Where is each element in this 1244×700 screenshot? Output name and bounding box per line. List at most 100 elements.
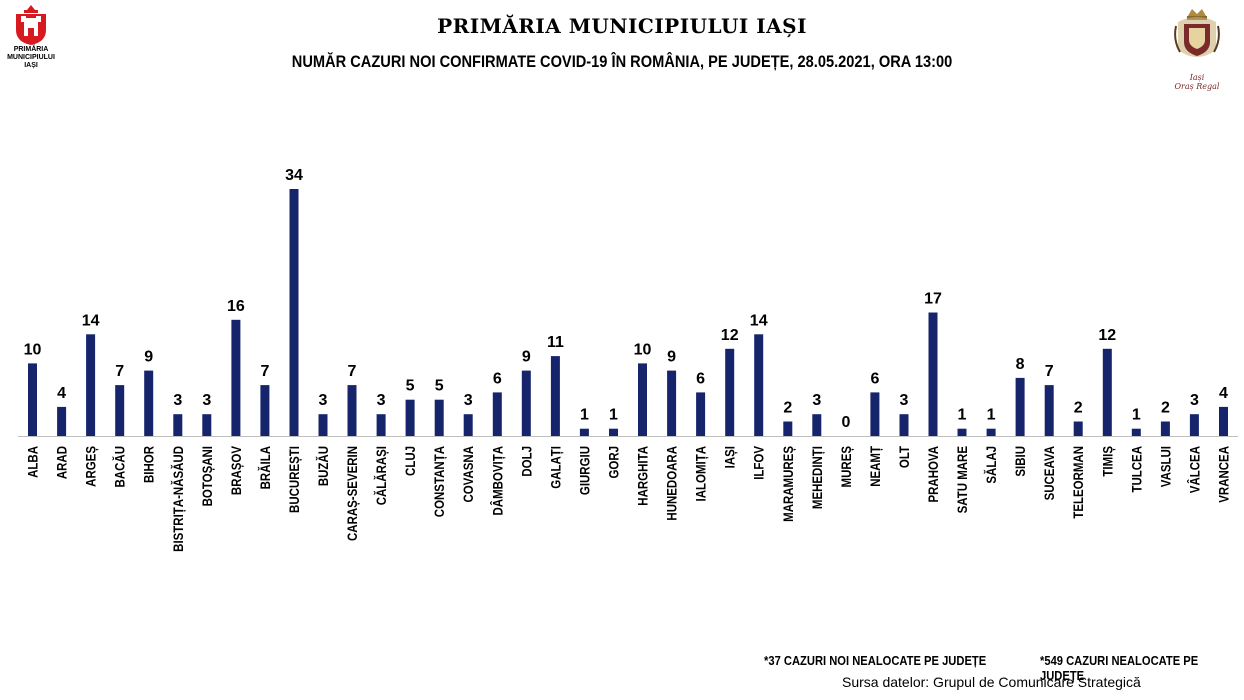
- data-label: 6: [696, 370, 705, 387]
- data-label: 1: [609, 407, 618, 424]
- royal-city-logo: Iași Oraș Regal: [1164, 6, 1230, 91]
- category-label: MEHEDINȚI: [809, 446, 825, 509]
- category-labels-layer: ALBA ARAD ARGEȘ BACĂU BIHOR BISTRIȚA-NĂSĂUD BO…: [24, 446, 1231, 552]
- category-label: TIMIȘ: [1099, 446, 1115, 477]
- category-label: TULCEA: [1128, 446, 1144, 493]
- category-label: CARAȘ-SEVERIN: [344, 446, 360, 541]
- category-label: VASLUI: [1157, 446, 1173, 487]
- bar: [579, 428, 589, 436]
- bar: [957, 428, 967, 436]
- category-label: VRANCEA: [1215, 446, 1231, 503]
- category-label: CĂLĂRAȘI: [373, 446, 389, 505]
- data-label: 8: [1016, 356, 1025, 373]
- data-label: 9: [522, 349, 531, 366]
- category-label: OLT: [896, 446, 912, 468]
- data-label: 2: [783, 400, 792, 417]
- category-label: IALOMIȚA: [692, 446, 708, 501]
- category-label: HARGHITA: [634, 446, 650, 506]
- category-label: BACĂU: [112, 446, 128, 487]
- category-label: MUREȘ: [838, 446, 854, 488]
- data-label: 3: [202, 392, 211, 409]
- category-label: BOTOȘANI: [199, 446, 215, 506]
- page-title: PRIMĂRIA MUNICIPIULUI IAȘI: [437, 14, 807, 38]
- bar: [521, 370, 531, 436]
- bar: [696, 392, 706, 436]
- bar: [173, 414, 183, 436]
- category-label: CLUJ: [402, 446, 418, 476]
- category-label: IAȘI: [722, 446, 738, 468]
- logo-label-line2: MUNICIPIULUI: [7, 54, 55, 61]
- coat-of-arms-icon: [16, 5, 46, 45]
- bar: [144, 370, 154, 436]
- data-source: Sursa datelor: Grupul de Comunicare Stra…: [842, 674, 1141, 690]
- data-label: 5: [406, 378, 415, 395]
- bar: [1073, 421, 1083, 436]
- bar: [1044, 385, 1054, 436]
- bars-layer: [28, 189, 1228, 436]
- bar: [231, 319, 241, 436]
- data-label: 7: [115, 363, 124, 380]
- category-label: NEAMȚ: [867, 446, 883, 487]
- bar: [1160, 421, 1170, 436]
- data-label: 5: [435, 378, 444, 395]
- category-label: DOLJ: [518, 446, 534, 477]
- bar: [1131, 428, 1141, 436]
- royal-crest-icon: [1174, 9, 1220, 57]
- category-label: COVASNA: [460, 446, 476, 503]
- bar: [463, 414, 473, 436]
- footnote-unallocated-total: *549 CAZURI NEALOCATE PE JUDEȚE: [1040, 653, 1199, 683]
- category-label: ARAD: [53, 446, 69, 479]
- logo-label-line1: PRIMĂRIA: [13, 46, 49, 53]
- data-label: 10: [24, 341, 42, 358]
- category-label: BRAȘOV: [228, 446, 244, 496]
- data-label: 0: [841, 414, 850, 431]
- category-label: ALBA: [24, 446, 40, 478]
- data-label: 1: [987, 407, 996, 424]
- data-label: 34: [285, 167, 303, 184]
- bar: [1189, 414, 1199, 436]
- category-label: SIBIU: [1012, 446, 1028, 477]
- bar: [86, 334, 96, 436]
- data-label: 2: [1161, 400, 1170, 417]
- category-label: VÂLCEA: [1186, 446, 1202, 493]
- category-label: CONSTANȚA: [431, 446, 447, 517]
- bar: [638, 363, 647, 436]
- category-label: DÂMBOVIȚA: [489, 446, 505, 515]
- bar: [202, 414, 212, 436]
- category-label: SATU MARE: [954, 446, 970, 514]
- bar: [928, 312, 938, 436]
- bar: [115, 385, 125, 436]
- bar: [986, 428, 996, 436]
- data-label: 7: [348, 363, 357, 380]
- data-label: 6: [493, 370, 502, 387]
- bar: [1102, 348, 1112, 436]
- data-label: 7: [260, 363, 269, 380]
- category-label: BISTRIȚA-NĂSĂUD: [170, 446, 186, 552]
- data-label: 10: [634, 341, 652, 358]
- bar: [870, 392, 880, 436]
- bar: [1015, 377, 1025, 436]
- bar: [260, 385, 270, 436]
- data-label: 4: [1219, 385, 1228, 402]
- data-label: 3: [173, 392, 182, 409]
- data-label: 3: [1190, 392, 1199, 409]
- data-label: 7: [1045, 363, 1054, 380]
- bar: [667, 370, 677, 436]
- data-label: 3: [319, 392, 328, 409]
- data-label: 1: [958, 407, 967, 424]
- category-label: GIURGIU: [576, 446, 592, 495]
- royal-logo-text-2: Oraș Regal: [1174, 82, 1220, 91]
- bar: [376, 414, 386, 436]
- bar: [783, 421, 793, 436]
- category-label: BUCUREȘTI: [286, 446, 302, 513]
- data-label: 6: [870, 370, 879, 387]
- category-label: HUNEDOARA: [663, 446, 679, 521]
- data-label: 12: [721, 327, 739, 344]
- footnote-unallocated-new: *37 CAZURI NOI NEALOCATE PE JUDEȚE: [764, 653, 987, 668]
- data-label: 1: [580, 407, 589, 424]
- bar: [609, 428, 618, 436]
- category-label: PRAHOVA: [925, 446, 941, 503]
- data-label: 3: [812, 392, 821, 409]
